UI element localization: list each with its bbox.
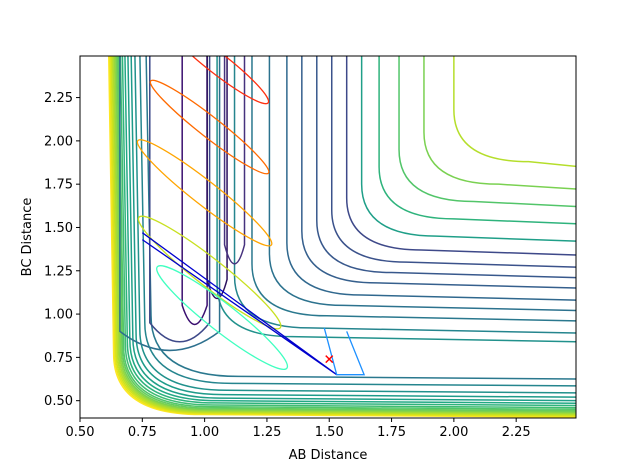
contour-line	[130, 56, 576, 398]
contour-line	[398, 56, 576, 208]
trajectory-loop	[137, 215, 282, 330]
x-tick-label: 1.25	[252, 425, 281, 440]
trajectory-loop	[164, 56, 270, 105]
trajectory-loop	[136, 139, 273, 247]
trajectory-line	[323, 327, 366, 376]
y-tick-label: 1.25	[44, 264, 73, 279]
x-tick-label: 2.00	[439, 425, 468, 440]
contour-line	[127, 56, 576, 402]
contour-line	[268, 56, 576, 312]
contour-line	[116, 56, 576, 412]
y-tick-label: 1.75	[44, 178, 73, 193]
contour-line	[360, 56, 576, 242]
axis-ticks: 0.50 0.75 1.00 1.25 1.50 1.75 2.00 2.25 0.50 0.75…	[44, 91, 531, 440]
x-tick-label: 0.50	[66, 425, 95, 440]
contour-line	[134, 56, 576, 394]
y-tick-label: 1.50	[44, 221, 73, 236]
y-tick-label: 1.00	[44, 308, 73, 323]
trajectory-loop	[149, 79, 270, 175]
contour-line	[124, 56, 576, 404]
contour-line	[453, 56, 576, 168]
contour-line	[145, 56, 576, 380]
axes-frame	[79, 55, 577, 419]
contour-line	[121, 56, 576, 407]
y-tick-label: 2.25	[44, 91, 73, 106]
x-tick-label: 2.25	[502, 425, 531, 440]
transition-state-marker	[325, 355, 334, 364]
contour-line	[223, 56, 246, 265]
contour-line	[110, 56, 576, 417]
x-tick-label: 1.50	[315, 425, 344, 440]
contour-line	[286, 56, 576, 301]
contour-line	[251, 56, 576, 322]
contour-line	[139, 56, 576, 387]
contour-line	[181, 56, 208, 326]
contour-line	[109, 56, 576, 417]
contour-line	[112, 56, 576, 415]
contour-line	[233, 56, 576, 334]
y-tick-label: 2.00	[44, 134, 73, 149]
x-tick-label: 1.00	[190, 425, 219, 440]
x-axis-label: AB Distance	[289, 448, 368, 463]
trajectory-loop	[156, 265, 289, 370]
contour-line	[378, 56, 576, 225]
contour-line	[111, 56, 576, 416]
contour-line	[423, 56, 576, 190]
x-tick-label: 1.75	[377, 425, 406, 440]
y-tick-label: 0.75	[44, 351, 73, 366]
contour-line	[107, 56, 576, 418]
contour-line	[301, 56, 576, 289]
plot-area	[107, 56, 576, 418]
contour-line	[330, 56, 576, 268]
contour-line	[117, 56, 576, 411]
contour-line	[115, 56, 576, 413]
contour-line	[114, 56, 576, 414]
y-tick-label: 0.50	[44, 394, 73, 409]
contour-line	[119, 56, 576, 409]
contour-line	[345, 56, 576, 256]
x-tick-label: 0.75	[128, 425, 157, 440]
contour-line	[119, 56, 221, 352]
y-axis-label: BC Distance	[20, 198, 35, 277]
contour-line	[316, 56, 576, 279]
contour-line	[149, 56, 211, 343]
